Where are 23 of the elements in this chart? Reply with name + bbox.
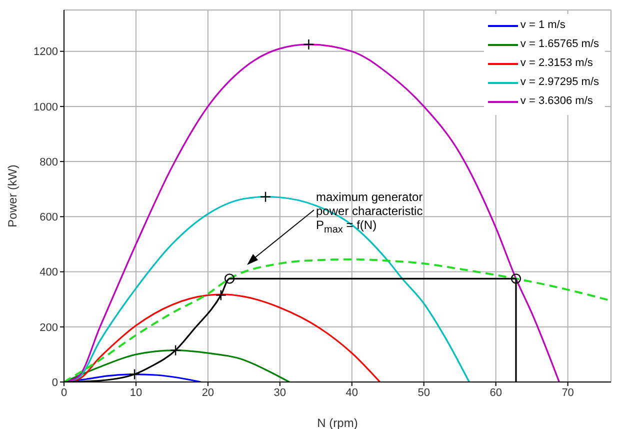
x-tick-label: 20 — [202, 386, 214, 399]
x-tick-label: 60 — [490, 386, 502, 399]
y-tick-label: 1000 — [34, 101, 58, 114]
x-tick-label: 50 — [418, 386, 430, 399]
legend-label: v = 1.65765 m/s — [519, 37, 599, 52]
point — [224, 274, 235, 284]
y-tick-label: 0 — [52, 376, 58, 389]
y-tick-label: 1200 — [34, 46, 58, 58]
legend-label: v = 2.97295 m/s — [519, 75, 599, 90]
point — [510, 274, 522, 284]
x-tick-label: 40 — [346, 386, 358, 399]
y-tick-label: 200 — [40, 322, 58, 334]
legend-label: v = 3.6306 m/s — [519, 94, 594, 109]
x-tick-label: 0 — [60, 386, 68, 399]
x-tick-label: 70 — [562, 386, 574, 399]
legend-label: v = 2.3153 m/s — [519, 56, 594, 71]
x-tick-label: 10 — [130, 386, 142, 399]
y-tick-label: 800 — [40, 156, 58, 168]
legend-label: v = 1 m/s — [519, 18, 566, 33]
y-tick-label: 400 — [40, 266, 58, 279]
y-axis-title: Power (kW) — [5, 164, 20, 228]
x-tick-label: 30 — [274, 386, 286, 399]
y-tick-label: 600 — [40, 212, 58, 224]
